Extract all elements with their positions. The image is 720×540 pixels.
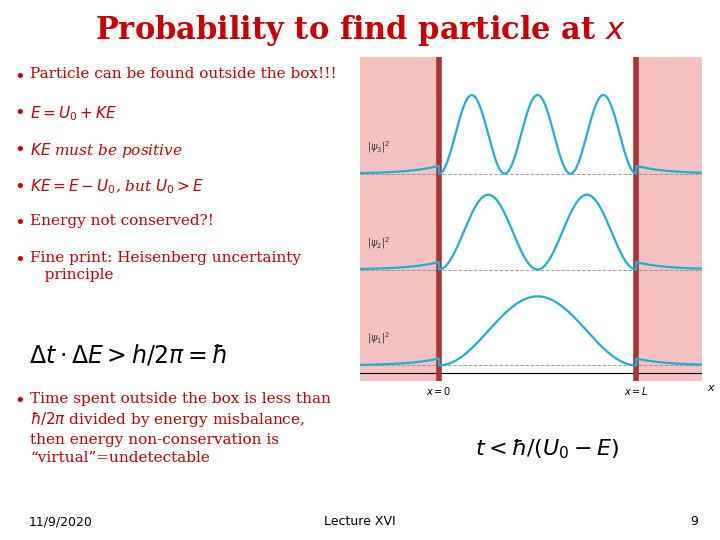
Text: Lecture XVI: Lecture XVI xyxy=(324,515,396,528)
Text: $KE=E-U_0$, but $U_0>E$: $KE=E-U_0$, but $U_0>E$ xyxy=(30,178,204,197)
Text: •: • xyxy=(14,104,25,122)
Text: Probability to find particle at $x$: Probability to find particle at $x$ xyxy=(95,14,625,49)
Text: •: • xyxy=(14,251,25,269)
Text: •: • xyxy=(14,214,25,232)
Text: Energy not conserved?!: Energy not conserved?! xyxy=(30,214,215,228)
Text: Time spent outside the box is less than
$\hbar/2\pi$ divided by energy misbalanc: Time spent outside the box is less than … xyxy=(30,392,331,465)
Text: $|\psi_1|^2$: $|\psi_1|^2$ xyxy=(366,330,390,347)
Text: $E=U_0+KE$: $E=U_0+KE$ xyxy=(30,104,117,123)
Text: •: • xyxy=(14,141,25,159)
Text: $|\psi_3|^2$: $|\psi_3|^2$ xyxy=(366,139,390,154)
Text: $|\psi_2|^2$: $|\psi_2|^2$ xyxy=(366,235,390,251)
Text: •: • xyxy=(14,68,25,85)
Bar xyxy=(439,57,636,381)
Text: 11/9/2020: 11/9/2020 xyxy=(29,515,93,528)
Text: Fine print: Heisenberg uncertainty
   principle: Fine print: Heisenberg uncertainty princ… xyxy=(30,251,301,282)
Text: •: • xyxy=(14,178,25,195)
Text: $t < \hbar/(U_0 - E)$: $t < \hbar/(U_0 - E)$ xyxy=(475,437,619,461)
Text: $x=0$: $x=0$ xyxy=(426,386,451,397)
Text: $KE$ must be positive: $KE$ must be positive xyxy=(30,141,183,160)
Text: 9: 9 xyxy=(690,515,698,528)
Text: $\Delta t \cdot \Delta E > h/2\pi = \hbar$: $\Delta t \cdot \Delta E > h/2\pi = \hba… xyxy=(29,343,227,368)
Text: Particle can be found outside the box!!!: Particle can be found outside the box!!! xyxy=(30,68,337,82)
Text: $x=L$: $x=L$ xyxy=(624,386,649,397)
Text: $x$: $x$ xyxy=(707,383,716,393)
Text: •: • xyxy=(14,392,25,409)
